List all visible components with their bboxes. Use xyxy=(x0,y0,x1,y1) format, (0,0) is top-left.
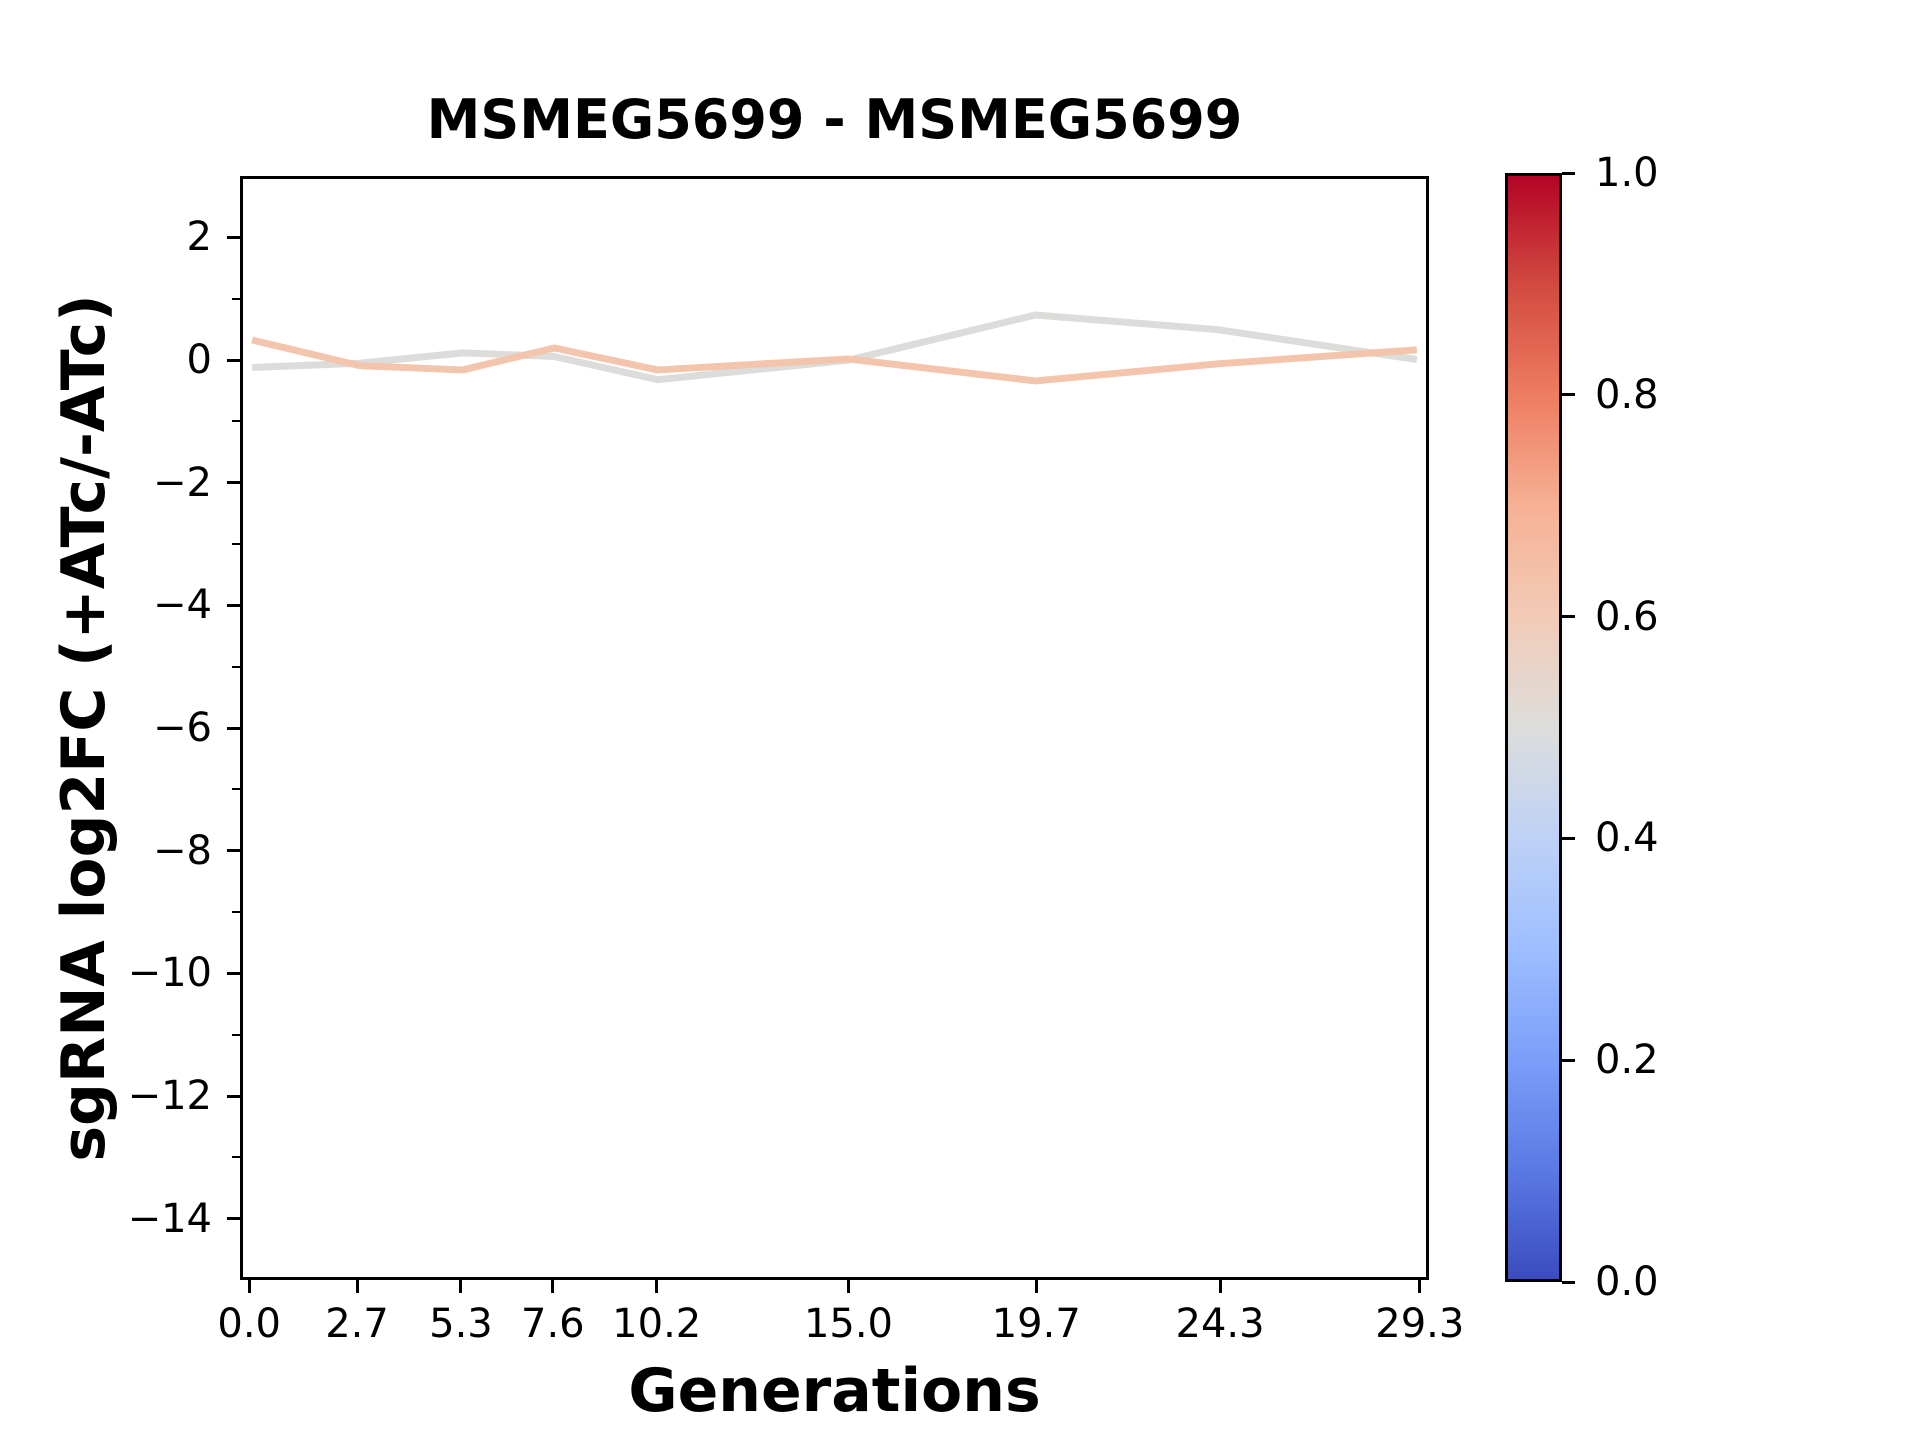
y-tick-label: −8 xyxy=(153,827,212,874)
y-minor-tick-mark xyxy=(232,788,240,791)
y-tick-mark xyxy=(227,1217,240,1221)
x-tick-label: 24.3 xyxy=(1175,1301,1265,1347)
y-tick-mark xyxy=(227,358,240,362)
x-tick-mark xyxy=(551,1280,555,1293)
x-tick-label: 7.6 xyxy=(521,1301,585,1347)
x-tick-mark xyxy=(459,1280,463,1293)
colorbar-tick-label: 0.0 xyxy=(1595,1259,1659,1305)
colorbar-tick-mark xyxy=(1562,615,1575,619)
y-tick-mark xyxy=(227,971,240,975)
series-lines xyxy=(251,311,1418,385)
y-tick-label: −6 xyxy=(153,705,212,751)
y-tick-mark xyxy=(227,1094,240,1098)
y-tick-label: −4 xyxy=(153,582,212,629)
chart-title: MSMEG5699 - MSMEG5699 xyxy=(426,88,1243,151)
y-tick-mark xyxy=(227,849,240,853)
x-tick-mark xyxy=(355,1280,359,1293)
y-tick-label: −14 xyxy=(127,1195,212,1242)
colorbar-tick-mark xyxy=(1562,836,1575,840)
y-minor-tick-mark xyxy=(232,1156,240,1159)
x-tick-label: 5.3 xyxy=(429,1301,493,1347)
y-minor-tick-mark xyxy=(232,665,240,668)
x-tick-label: 19.7 xyxy=(991,1301,1081,1347)
y-minor-tick-mark xyxy=(232,911,240,913)
colorbar-tick-label: 0.4 xyxy=(1595,815,1659,862)
x-tick-mark xyxy=(1418,1280,1422,1293)
colorbar xyxy=(1505,173,1562,1282)
plot-area xyxy=(240,176,1429,1280)
x-tick-mark xyxy=(1218,1280,1222,1293)
x-tick-label: 0.0 xyxy=(217,1301,281,1347)
x-tick-mark xyxy=(1034,1280,1038,1293)
colorbar-tick-mark xyxy=(1562,1058,1575,1062)
x-tick-mark xyxy=(655,1280,659,1293)
y-tick-mark xyxy=(227,235,240,239)
colorbar-tick-label: 0.2 xyxy=(1595,1037,1659,1084)
colorbar-tick-mark xyxy=(1562,171,1575,175)
y-minor-tick-mark xyxy=(232,297,240,300)
colorbar-tick-label: 0.8 xyxy=(1595,371,1659,418)
x-tick-mark xyxy=(247,1280,251,1293)
y-tick-label: 2 xyxy=(186,214,212,261)
x-tick-label: 10.2 xyxy=(612,1301,702,1347)
colorbar-tick-mark xyxy=(1562,393,1575,397)
y-tick-label: −10 xyxy=(127,950,212,997)
y-minor-tick-mark xyxy=(232,1033,240,1036)
y-minor-tick-mark xyxy=(232,420,240,423)
x-tick-label: 15.0 xyxy=(803,1301,893,1347)
y-tick-mark xyxy=(227,603,240,607)
x-axis-label: Generations xyxy=(628,1356,1041,1426)
x-tick-label: 2.7 xyxy=(325,1301,389,1347)
series-line-1 xyxy=(252,311,1418,384)
y-tick-label: −12 xyxy=(127,1073,212,1119)
colorbar-tick-label: 1.0 xyxy=(1595,150,1659,196)
y-tick-label: −2 xyxy=(153,459,212,506)
y-tick-mark xyxy=(227,481,240,485)
series-line-2 xyxy=(251,336,1418,385)
colorbar-tick-mark xyxy=(1562,1280,1575,1284)
colorbar-tick-label: 0.6 xyxy=(1595,593,1659,640)
y-tick-label: 0 xyxy=(186,337,212,383)
x-tick-label: 29.3 xyxy=(1375,1301,1465,1347)
x-tick-mark xyxy=(846,1280,850,1293)
y-tick-mark xyxy=(227,726,240,730)
y-minor-tick-mark xyxy=(232,543,240,545)
